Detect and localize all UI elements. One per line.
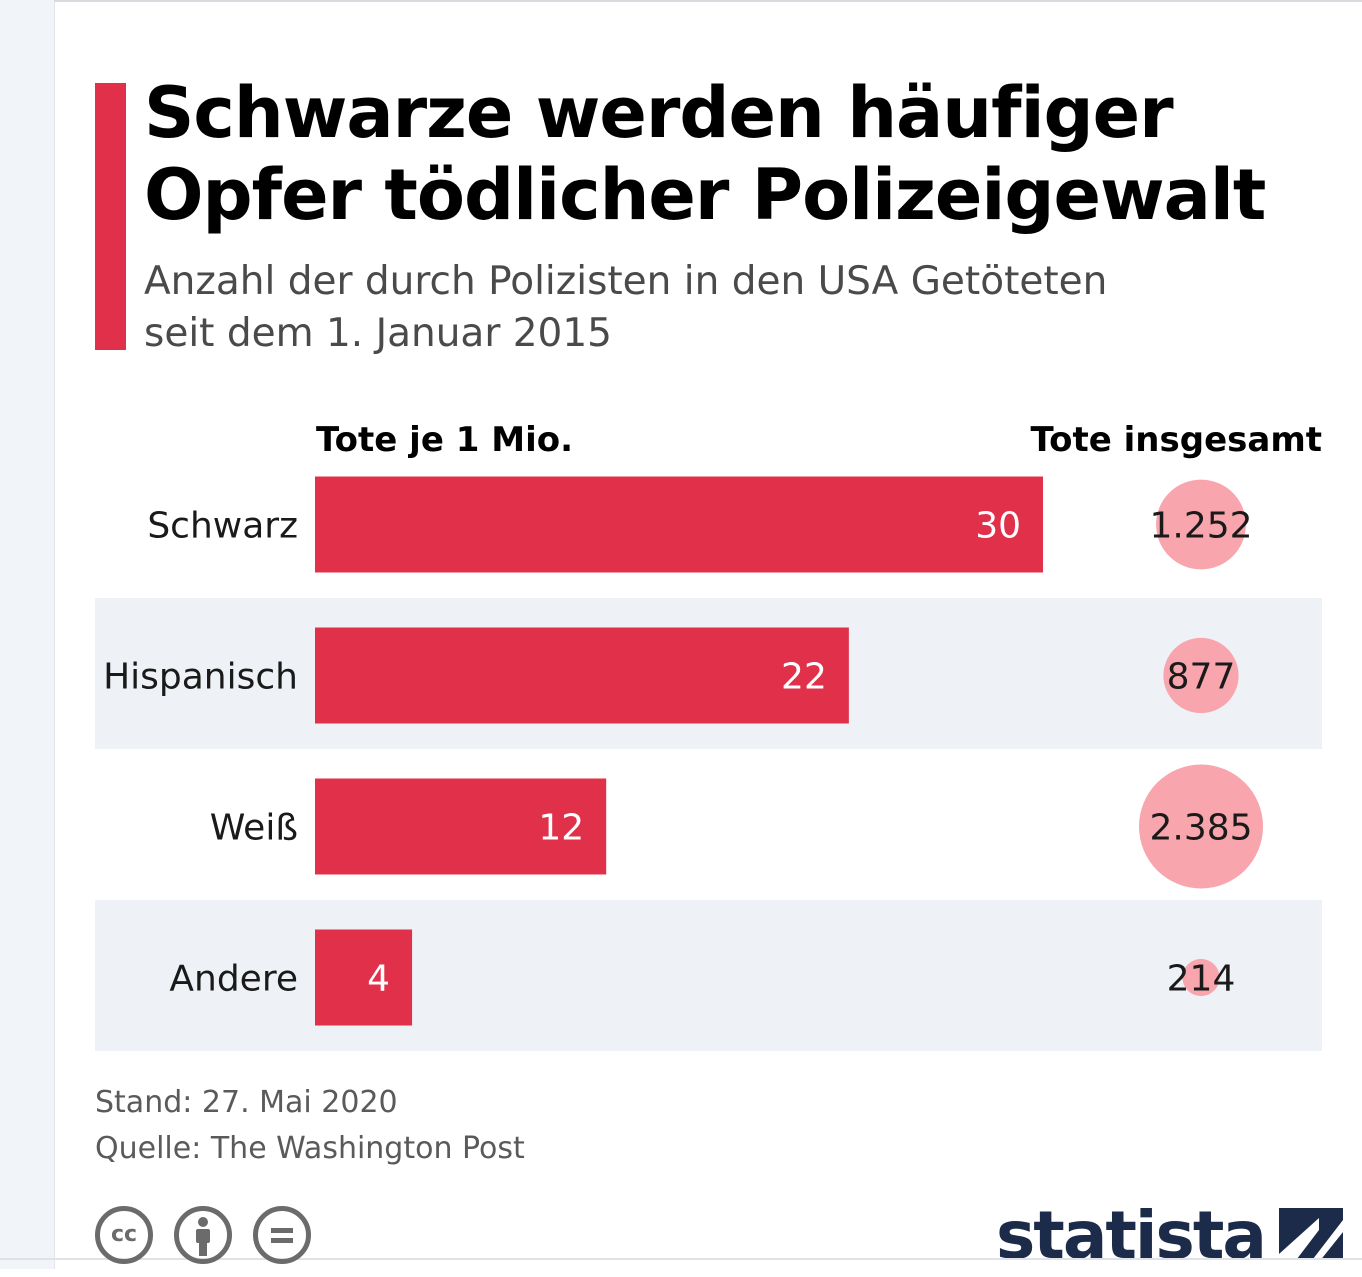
bar-value-label: 30 (975, 506, 1021, 547)
totals-column-header: Tote insgesamt (1030, 420, 1322, 460)
bar (315, 778, 607, 875)
bar-value-label: 12 (538, 808, 584, 849)
chart-title-line-1: Schwarze werden häufiger (144, 72, 1174, 154)
statista-mark-icon (1278, 1208, 1343, 1258)
chart-footer: Stand: 27. Mai 2020 Quelle: The Washingt… (95, 1080, 525, 1172)
bar (315, 476, 1043, 573)
bars-column-header: Tote je 1 Mio. (316, 420, 573, 460)
total-value-label: 1.252 (1149, 506, 1252, 547)
top-border (54, 0, 1362, 2)
row-band (95, 900, 1322, 1051)
page-margin (0, 0, 54, 1269)
total-value-label: 877 (1167, 657, 1236, 698)
category-label: Weiß (210, 808, 298, 849)
bar-value-label: 22 (781, 657, 827, 698)
category-label: Hispanisch (103, 657, 298, 698)
bar (315, 929, 413, 1026)
footer-source: Quelle: The Washington Post (95, 1131, 525, 1166)
bar-value-label: 4 (367, 959, 390, 1000)
nd-icon[interactable] (253, 1206, 311, 1264)
bar (315, 627, 849, 724)
bottom-border (0, 1258, 1362, 1260)
statista-logo[interactable]: statista (996, 1196, 1343, 1258)
margin-divider (54, 0, 55, 1269)
category-label: Andere (169, 959, 298, 1000)
equals-glyph (271, 1228, 293, 1243)
chart-subtitle-line-1: Anzahl der durch Polizisten in den USA G… (144, 259, 1108, 304)
total-bubble (1182, 958, 1220, 997)
person-glyph (196, 1217, 210, 1256)
total-value-label: 214 (1167, 959, 1236, 1000)
total-value-label: 2.385 (1149, 808, 1252, 849)
chart-title-line-2: Opfer tödlicher Polizeigewalt (144, 154, 1266, 236)
chart-subtitle: Anzahl der durch Polizisten in den USA G… (144, 256, 1244, 360)
total-bubble (1139, 764, 1263, 889)
total-bubble (1163, 637, 1239, 714)
footer-date: Stand: 27. Mai 2020 (95, 1085, 398, 1120)
chart-subtitle-line-2: seit dem 1. Januar 2015 (144, 311, 612, 356)
title-accent-bar (95, 83, 126, 350)
total-bubble (1156, 479, 1246, 570)
chart-title: Schwarze werden häufiger Opfer tödlicher… (144, 72, 1324, 236)
cc-icon[interactable]: cc (95, 1206, 153, 1264)
category-label: Schwarz (147, 506, 298, 547)
logo-text: statista (996, 1197, 1267, 1258)
by-icon[interactable] (174, 1206, 232, 1264)
